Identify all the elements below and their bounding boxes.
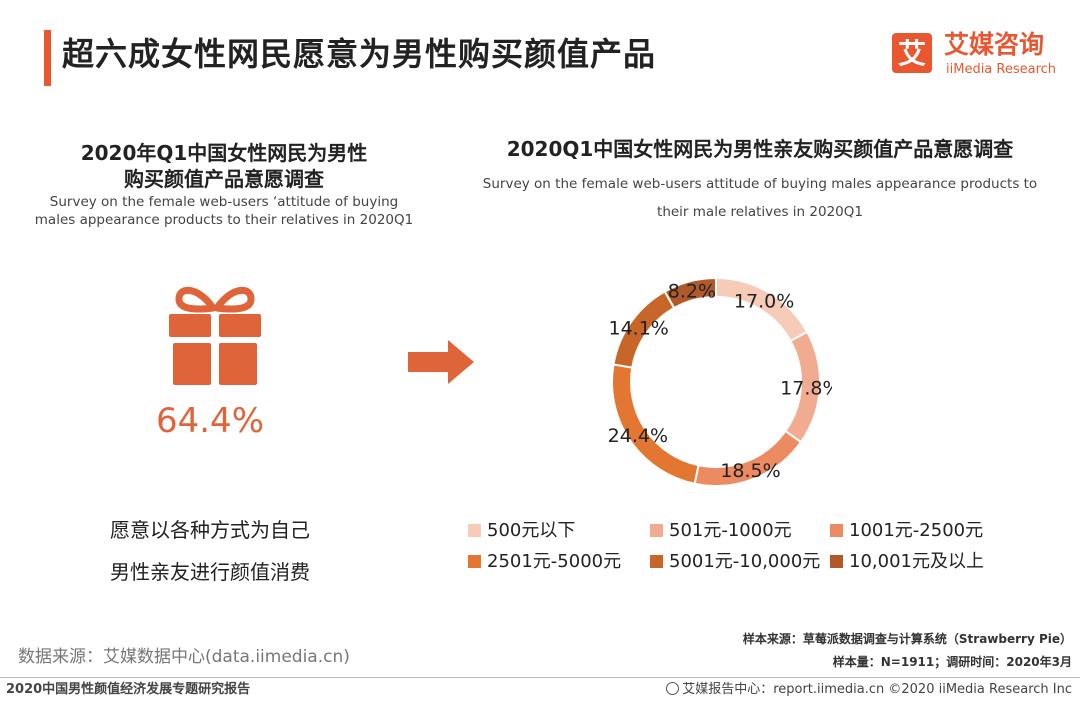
donut-data-label: 8.2% bbox=[668, 281, 716, 303]
left-subtitle-line1: Survey on the female web-users ‘attitude… bbox=[49, 194, 399, 210]
legend-label: 10,001元及以上 bbox=[849, 551, 984, 572]
left-title-line1: 2020年Q1中国女性网民为男性 bbox=[80, 141, 368, 165]
globe-icon bbox=[666, 682, 680, 695]
legend-swatch bbox=[830, 555, 843, 568]
chart-title: 2020Q1中国女性网民为男性亲友购买颜值产品意愿调查 bbox=[506, 137, 1014, 161]
donut-data-label: 17.8% bbox=[780, 377, 832, 399]
copyright: 艾媒报告中心：report.iimedia.cn ©2020 iiMedia R… bbox=[666, 681, 1072, 699]
left-desc-line2: 男性亲友进行颜值消费 bbox=[110, 560, 310, 584]
legend-label: 5001元-10,000元 bbox=[669, 551, 821, 572]
chart-subtitle-line1: Survey on the female web-users attitude … bbox=[482, 176, 1038, 192]
title-accent-bar bbox=[44, 30, 51, 86]
legend-label: 501元-1000元 bbox=[669, 520, 792, 541]
legend-swatch bbox=[468, 555, 481, 568]
donut-data-label: 24.4% bbox=[608, 425, 668, 447]
chart-subtitle-line2: their male relatives in 2020Q1 bbox=[657, 204, 863, 220]
big-percent: 64.4% bbox=[155, 401, 264, 441]
right-arrow-icon bbox=[408, 340, 476, 384]
donut-slice bbox=[611, 363, 700, 485]
donut-data-label: 14.1% bbox=[609, 318, 669, 340]
copyright-text: 艾媒报告中心：report.iimedia.cn ©2020 iiMedia R… bbox=[682, 682, 1072, 697]
logo-mark: 艾 bbox=[898, 37, 926, 70]
legend-item-2501-5000: 2501元-5000元 bbox=[468, 550, 621, 574]
logo-text-cn: 艾媒咨询 bbox=[944, 30, 1045, 59]
logo-text-en: iiMedia Research bbox=[946, 62, 1057, 77]
legend-swatch bbox=[650, 524, 663, 537]
left-title-line2: 购买颜值产品意愿调查 bbox=[124, 167, 324, 191]
footer-divider bbox=[0, 677, 1080, 678]
left-subtitle-line2: males appearance products to their relat… bbox=[34, 212, 414, 228]
legend-label: 2501元-5000元 bbox=[487, 551, 622, 572]
left-desc-line1: 愿意以各种方式为自己 bbox=[110, 518, 310, 542]
page-title: 超六成女性网民愿意为男性购买颜值产品 bbox=[62, 35, 657, 73]
legend-item-1001-2500: 1001元-2500元 bbox=[830, 519, 983, 543]
donut-chart: 17.0% 17.8% 18.5% 24.4% 14.1% 8.2% bbox=[608, 276, 832, 487]
legend-swatch bbox=[468, 524, 481, 537]
report-name: 2020中国男性颜值经济发展专题研究报告 bbox=[6, 682, 251, 697]
legend-label: 500元以下 bbox=[487, 520, 576, 541]
sample-source: 样本来源：草莓派数据调查与计算系统（Strawberry Pie） bbox=[742, 632, 1072, 646]
logo-icon: 艾 bbox=[892, 33, 932, 73]
donut-data-label: 17.0% bbox=[734, 291, 794, 313]
legend-item-10001-above: 10,001元及以上 bbox=[830, 550, 984, 574]
gift-icon bbox=[168, 284, 262, 388]
legend-item-500-below: 500元以下 bbox=[468, 519, 575, 543]
donut-slice bbox=[663, 276, 717, 310]
legend-item-501-1000: 501元-1000元 bbox=[650, 519, 792, 543]
legend-swatch bbox=[830, 524, 843, 537]
sample-size: 样本量：N=1911；调研时间：2020年3月 bbox=[832, 655, 1072, 669]
legend-item-5001-10000: 5001元-10,000元 bbox=[650, 550, 820, 574]
legend-swatch bbox=[650, 555, 663, 568]
donut-data-label: 18.5% bbox=[720, 460, 780, 482]
legend-label: 1001元-2500元 bbox=[849, 520, 984, 541]
data-source: 数据来源：艾媒数据中心(data.iimedia.cn) bbox=[18, 647, 350, 667]
